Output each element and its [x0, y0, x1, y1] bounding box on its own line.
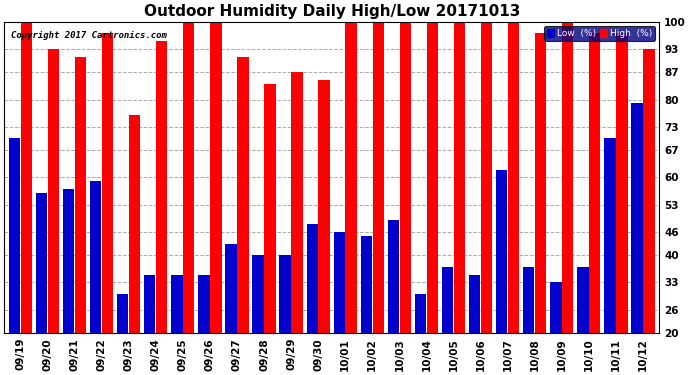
- Bar: [508, 22, 520, 333]
- Bar: [442, 267, 453, 333]
- Title: Outdoor Humidity Daily High/Low 20171013: Outdoor Humidity Daily High/Low 20171013: [144, 4, 520, 19]
- Bar: [210, 22, 221, 333]
- Bar: [306, 224, 318, 333]
- Bar: [183, 22, 195, 333]
- Bar: [562, 22, 573, 333]
- Bar: [361, 236, 372, 333]
- Bar: [318, 80, 330, 333]
- Bar: [346, 22, 357, 333]
- Bar: [198, 275, 210, 333]
- Bar: [102, 33, 113, 333]
- Legend: Low  (%), High  (%): Low (%), High (%): [544, 26, 655, 40]
- Bar: [226, 244, 237, 333]
- Bar: [426, 22, 438, 333]
- Bar: [469, 275, 480, 333]
- Bar: [454, 22, 465, 333]
- Bar: [631, 104, 642, 333]
- Bar: [535, 33, 546, 333]
- Bar: [550, 282, 562, 333]
- Bar: [117, 294, 128, 333]
- Bar: [90, 181, 101, 333]
- Bar: [333, 232, 345, 333]
- Bar: [264, 84, 276, 333]
- Bar: [75, 57, 86, 333]
- Bar: [253, 255, 264, 333]
- Bar: [144, 275, 155, 333]
- Text: Copyright 2017 Cartronics.com: Copyright 2017 Cartronics.com: [11, 31, 166, 40]
- Bar: [578, 267, 589, 333]
- Bar: [643, 49, 655, 333]
- Bar: [388, 220, 399, 333]
- Bar: [400, 22, 411, 333]
- Bar: [156, 41, 168, 333]
- Bar: [63, 189, 75, 333]
- Bar: [481, 22, 492, 333]
- Bar: [9, 138, 20, 333]
- Bar: [291, 72, 303, 333]
- Bar: [171, 275, 183, 333]
- Bar: [589, 33, 600, 333]
- Bar: [496, 170, 507, 333]
- Bar: [48, 49, 59, 333]
- Bar: [279, 255, 290, 333]
- Bar: [36, 193, 47, 333]
- Bar: [21, 22, 32, 333]
- Bar: [604, 138, 615, 333]
- Bar: [415, 294, 426, 333]
- Bar: [237, 57, 248, 333]
- Bar: [129, 115, 140, 333]
- Bar: [616, 33, 627, 333]
- Bar: [373, 22, 384, 333]
- Bar: [523, 267, 535, 333]
